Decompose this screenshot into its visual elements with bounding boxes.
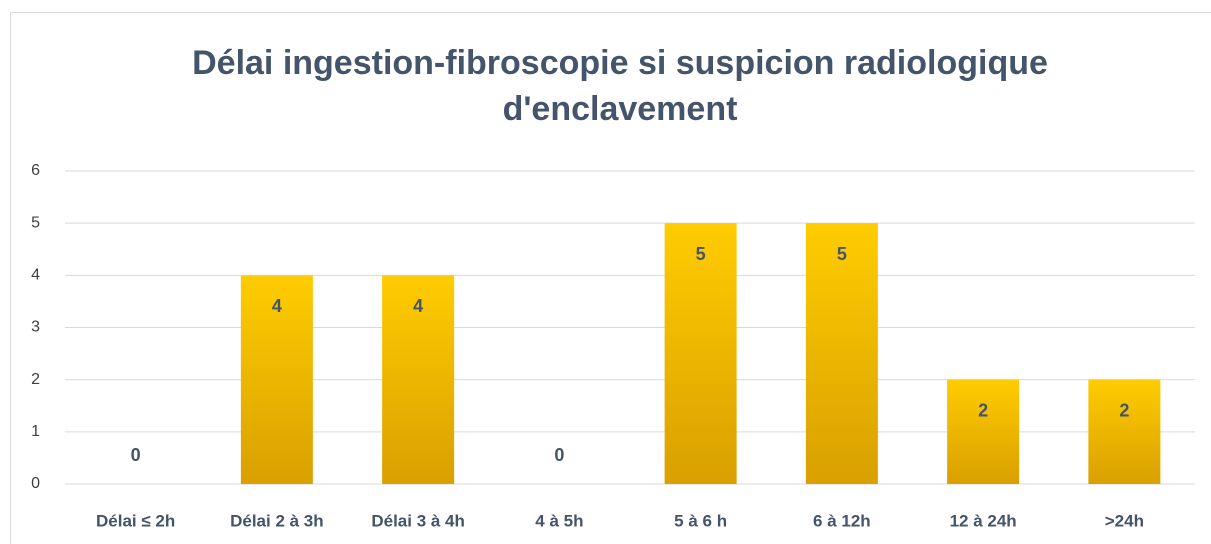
- value-label: 2: [1119, 400, 1129, 420]
- y-tick-label: 4: [31, 267, 40, 284]
- value-label: 4: [413, 296, 423, 316]
- x-tick-label: Délai ≤ 2h: [96, 511, 175, 530]
- bar: [1088, 379, 1161, 484]
- value-label: 5: [837, 244, 847, 264]
- y-tick-label: 0: [31, 475, 40, 492]
- value-label: 0: [131, 445, 141, 465]
- x-tick-label: 4 à 5h: [535, 511, 583, 530]
- y-tick-label: 3: [31, 319, 40, 336]
- x-tick-label: Délai 3 à 4h: [371, 511, 465, 530]
- x-tick-label: 12 à 24h: [950, 511, 1017, 530]
- value-label: 5: [696, 244, 706, 264]
- chart-border: [10, 12, 1211, 544]
- y-tick-label: 1: [31, 423, 40, 440]
- value-label: 2: [978, 400, 988, 420]
- x-tick-label: >24h: [1105, 511, 1144, 530]
- bar: [664, 223, 737, 484]
- bar: [947, 379, 1020, 484]
- y-tick-label: 2: [31, 371, 40, 388]
- y-tick-label: 6: [31, 162, 40, 179]
- value-label: 0: [554, 445, 564, 465]
- bar: [240, 275, 313, 484]
- x-tick-label: 6 à 12h: [813, 511, 871, 530]
- x-tick-label: 5 à 6 h: [674, 511, 727, 530]
- y-tick-label: 5: [31, 214, 40, 231]
- bar: [805, 223, 878, 484]
- value-label: 4: [272, 296, 282, 316]
- x-tick-label: Délai 2 à 3h: [230, 511, 324, 530]
- bar: [382, 275, 455, 484]
- chart-title: Délai ingestion-fibroscopie si suspicion…: [192, 44, 1048, 128]
